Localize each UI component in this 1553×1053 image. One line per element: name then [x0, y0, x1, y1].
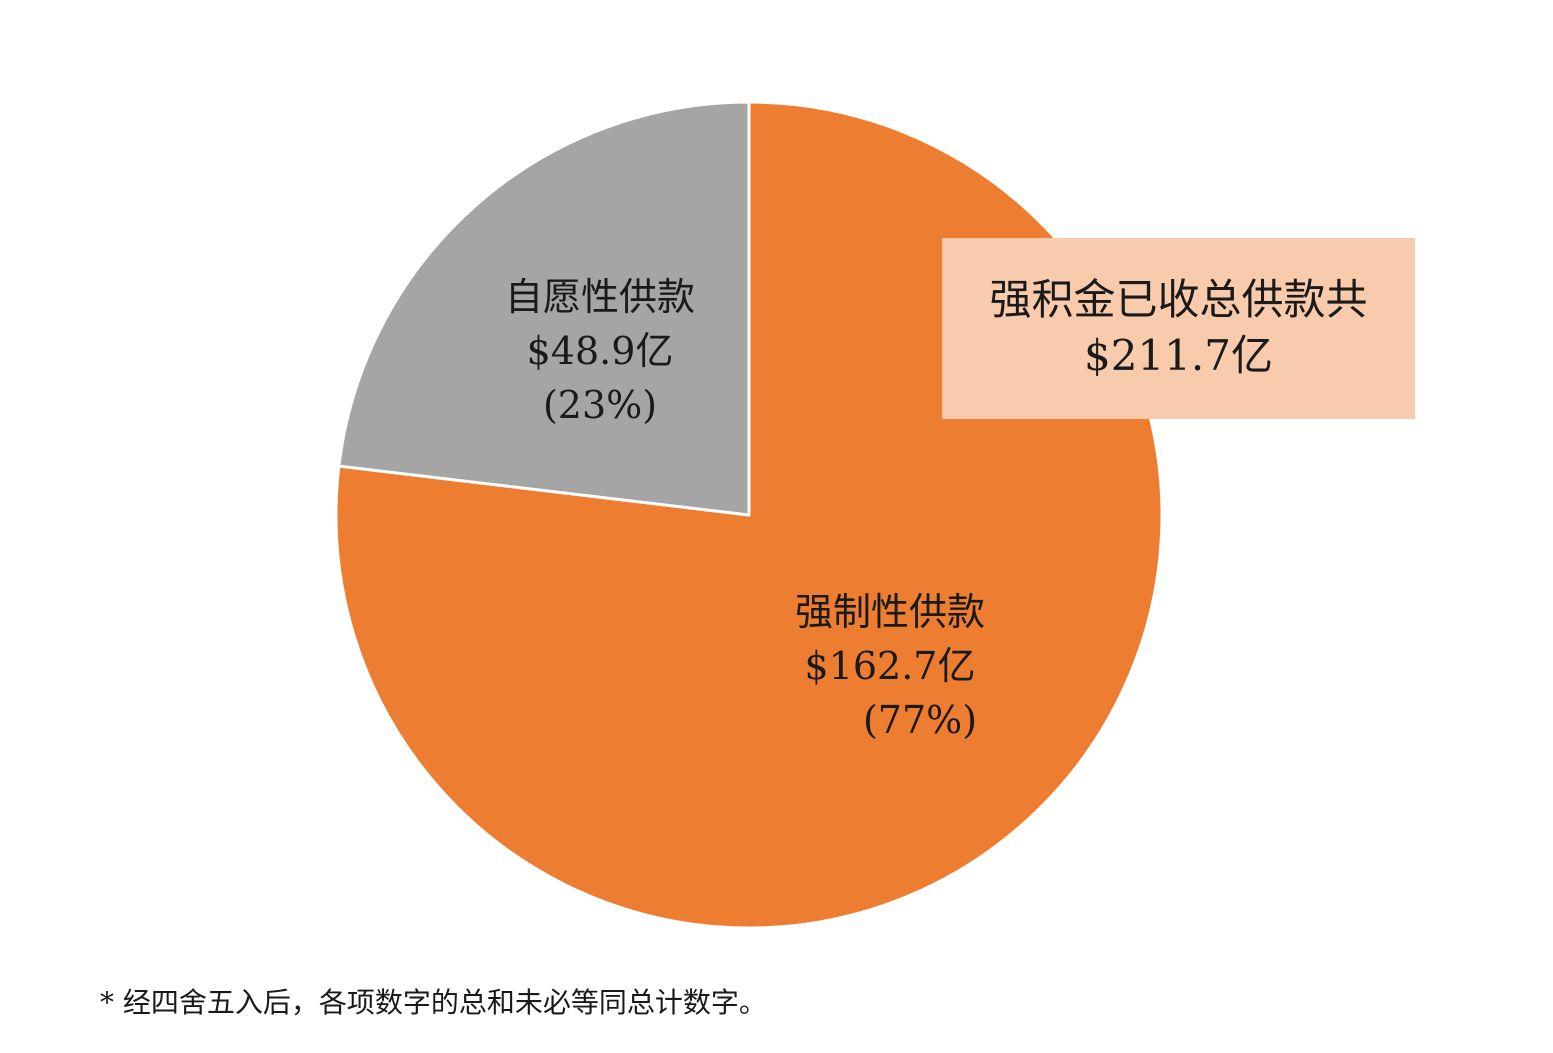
- mandatory-slice-percent: (77%): [862, 698, 978, 742]
- total-contributions-label: 强积金已收总供款共: [989, 275, 1368, 324]
- mandatory-slice-label: 强制性供款 $162.7亿 (77%): [760, 585, 1020, 747]
- voluntary-slice-percent: (23%): [542, 383, 658, 427]
- voluntary-contributions-slice: [337, 100, 751, 517]
- mandatory-slice-value: $162.7亿: [804, 644, 976, 688]
- pie-slices: [334, 100, 1164, 930]
- voluntary-slice-name: 自愿性供款: [504, 275, 695, 319]
- mandatory-slice-name: 强制性供款: [794, 590, 985, 634]
- total-contributions-value: $211.7亿: [1084, 331, 1273, 380]
- rounding-footnote: * 经四舍五入后，各项数字的总和未必等同总计数字。: [100, 986, 767, 1019]
- total-contributions-box: 强积金已收总供款共 $211.7亿: [942, 238, 1415, 419]
- voluntary-slice-label: 自愿性供款 $48.9亿 (23%): [470, 270, 730, 432]
- voluntary-slice-value: $48.9亿: [526, 329, 674, 373]
